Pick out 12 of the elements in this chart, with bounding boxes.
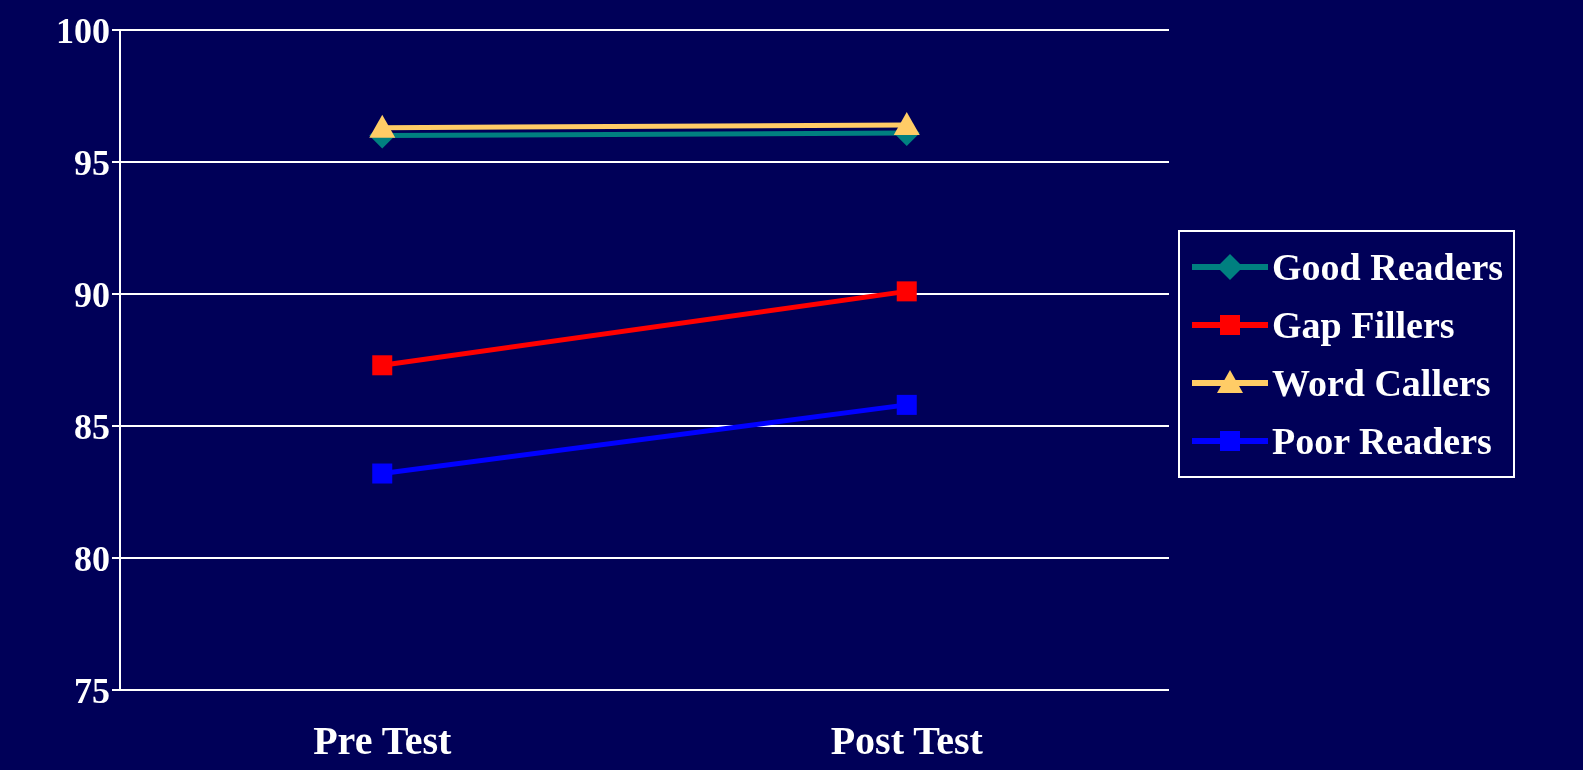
legend-label: Poor Readers xyxy=(1272,419,1492,463)
x-tick-label: Pre Test xyxy=(313,718,452,764)
y-tick-label: 80 xyxy=(74,538,110,579)
legend-label: Word Callers xyxy=(1272,361,1491,405)
y-tick-label: 85 xyxy=(74,406,110,447)
x-tick-label: Post Test xyxy=(830,718,984,764)
y-tick-label: 90 xyxy=(74,274,110,315)
y-tick-label: 75 xyxy=(74,670,110,711)
legend-label: Good Readers xyxy=(1272,245,1504,289)
legend-label: Gap Fillers xyxy=(1272,303,1455,347)
y-tick-label: 100 xyxy=(56,10,110,51)
y-tick-label: 95 xyxy=(74,142,110,183)
